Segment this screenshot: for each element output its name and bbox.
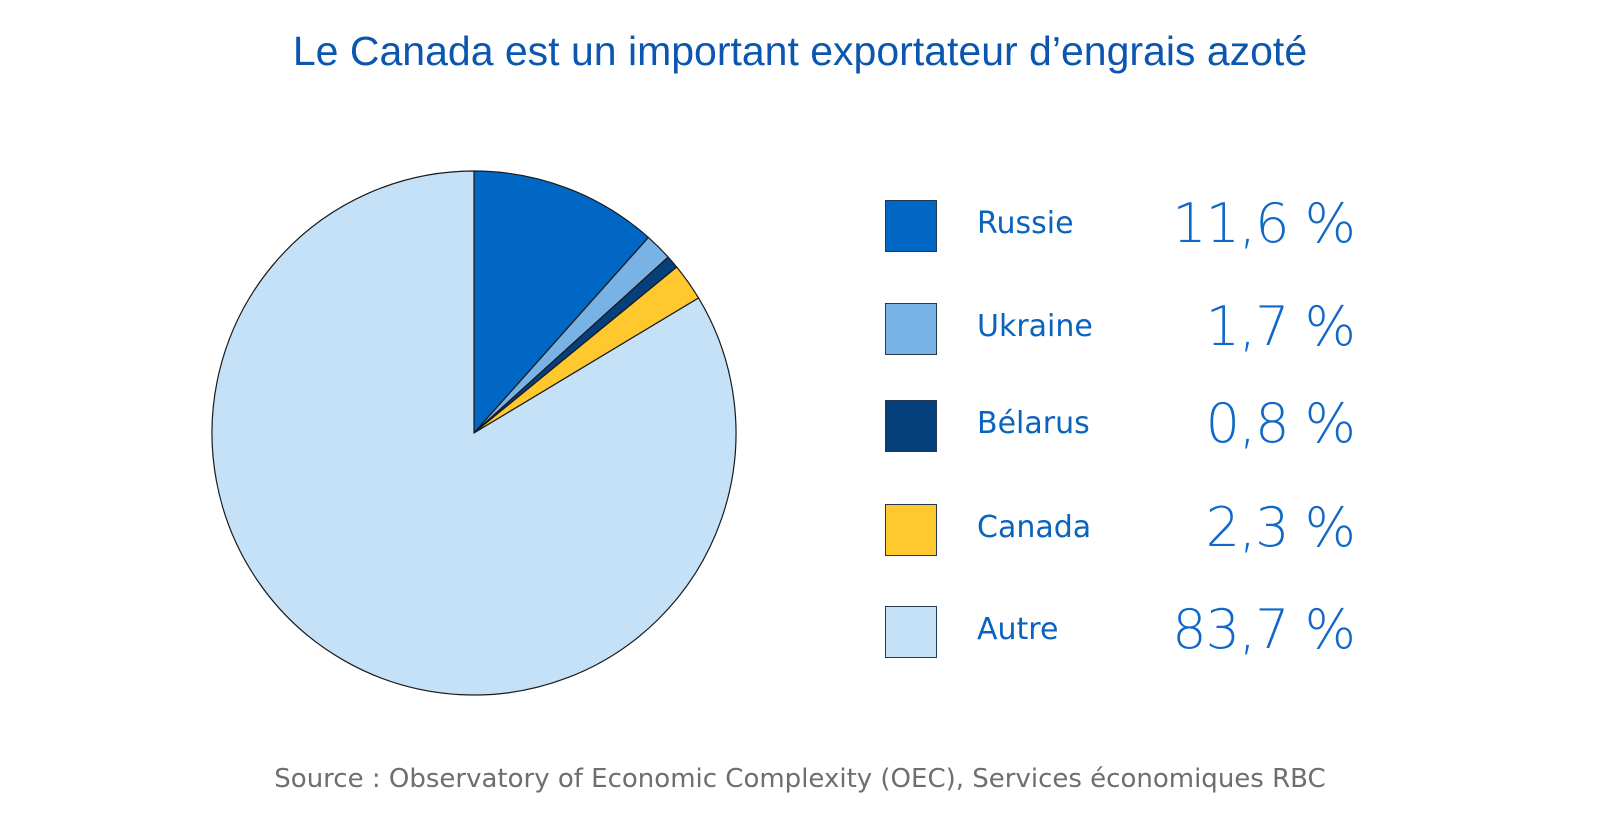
legend-label-belarus: Bélarus <box>977 406 1090 441</box>
legend-item-ukraine: Ukraine 1,7 % <box>885 295 1356 358</box>
legend-value-canada: 2,3 % <box>1205 496 1356 559</box>
legend-swatch-belarus <box>885 400 937 452</box>
legend-value-belarus: 0,8 % <box>1205 392 1356 455</box>
legend-item-autre: Autre 83,7 % <box>885 598 1356 661</box>
legend-label-canada: Canada <box>977 510 1092 545</box>
legend-item-belarus: Bélarus 0,8 % <box>885 392 1356 455</box>
legend-label-russie: Russie <box>977 206 1074 241</box>
legend-item-canada: Canada 2,3 % <box>885 496 1356 559</box>
chart-source: Source : Observatory of Economic Complex… <box>274 764 1326 794</box>
legend-value-russie: 11,6 % <box>1172 192 1356 255</box>
legend-swatch-ukraine <box>885 303 937 355</box>
legend-value-autre: 83,7 % <box>1172 598 1356 661</box>
legend-swatch-russie <box>885 200 937 252</box>
legend-label-ukraine: Ukraine <box>977 309 1093 344</box>
legend-item-russie: Russie 11,6 % <box>885 192 1356 255</box>
pie-slice-russie <box>473 170 649 434</box>
pie-slice-autre <box>211 170 737 696</box>
legend-value-ukraine: 1,7 % <box>1205 295 1356 358</box>
legend-label-autre: Autre <box>977 612 1059 647</box>
chart-title: Le Canada est un important exportateur d… <box>292 28 1308 74</box>
legend-swatch-canada <box>885 504 937 556</box>
legend-swatch-autre <box>885 606 937 658</box>
